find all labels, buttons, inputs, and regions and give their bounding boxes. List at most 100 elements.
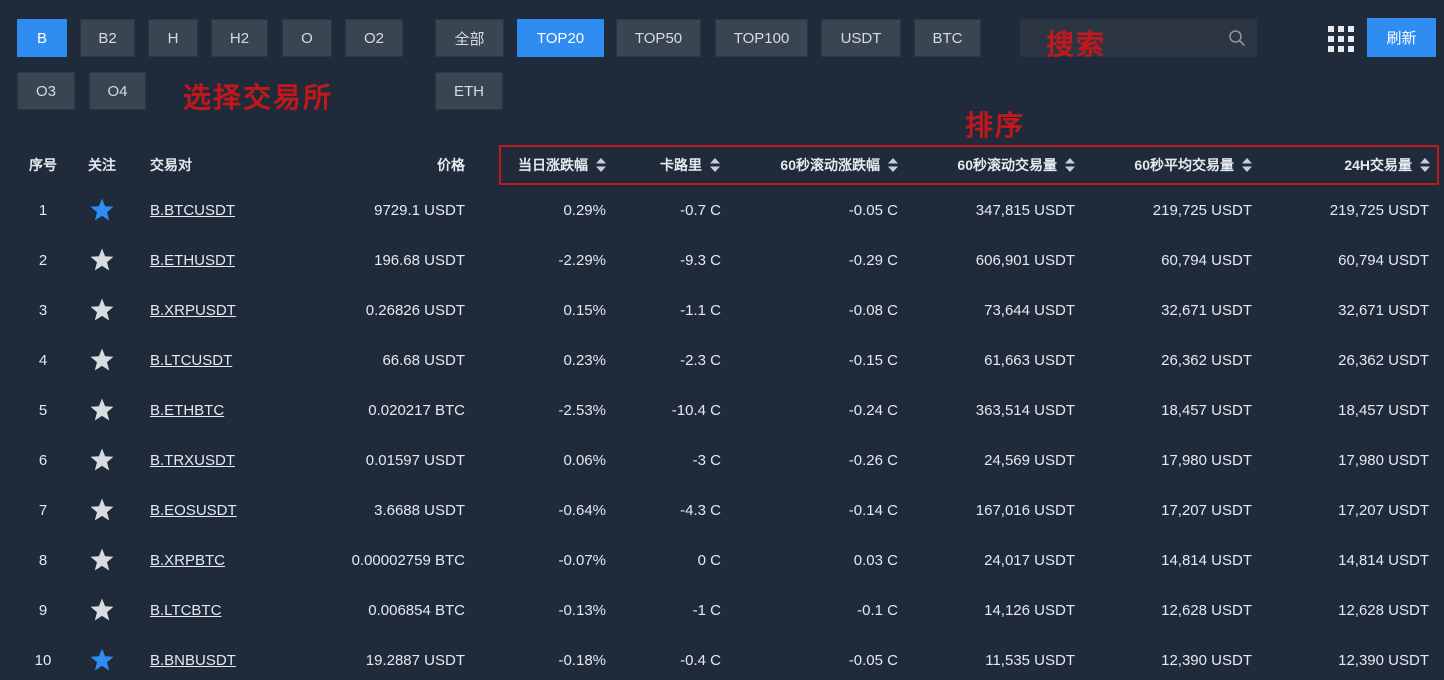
star-icon[interactable]: [89, 597, 115, 623]
cell-roll-volume-60s: 24,017 USDT: [984, 551, 1075, 569]
header-avg-volume-60s-label: 60秒平均交易量: [1134, 157, 1234, 173]
grid-menu-icon[interactable]: [1328, 26, 1354, 52]
star-icon[interactable]: [89, 447, 115, 473]
search-input[interactable]: [1021, 20, 1241, 56]
star-icon[interactable]: [89, 347, 115, 373]
exchange-button-b2[interactable]: B2: [80, 19, 135, 57]
star-filled-icon[interactable]: [89, 197, 115, 223]
search-annotation: 搜索: [1046, 28, 1107, 61]
sort-icon[interactable]: [1420, 158, 1430, 172]
table-row: 6 -0.26 C 0.01597 USDT 0.06% -3 C 24,569 USDT…: [0, 435, 1444, 485]
header-daily-change[interactable]: 当日涨跌幅: [480, 155, 606, 175]
cell-avg-volume-60s: 60,794 USDT: [1161, 251, 1252, 269]
cell-daily-change: -0.18%: [558, 651, 606, 669]
sort-icon[interactable]: [710, 158, 720, 172]
cell-follow: [76, 385, 128, 435]
filter-button-btc[interactable]: BTC: [914, 19, 981, 57]
pair-link[interactable]: B.EOSUSDT: [150, 501, 237, 519]
header-calorie[interactable]: 卡路里: [620, 155, 720, 175]
cell-price: 196.68 USDT: [374, 251, 465, 269]
cell-avg-volume-60s: 17,207 USDT: [1161, 501, 1252, 519]
cell-pair: B.XRPUSDT: [150, 285, 290, 335]
cell-volume-24h: 60,794 USDT: [1338, 251, 1429, 269]
cell-volume-24h: 17,980 USDT: [1338, 451, 1429, 469]
exchange-button-o4[interactable]: O4: [89, 72, 146, 110]
cell-avg-volume-60s: 12,390 USDT: [1161, 651, 1252, 669]
refresh-button[interactable]: 刷新: [1367, 18, 1436, 57]
pair-link[interactable]: B.XRPUSDT: [150, 301, 236, 319]
cell-roll-change-60s: -0.14 C: [848, 501, 898, 519]
sort-annotation: 排序: [965, 109, 1026, 142]
cell-avg-volume-60s: 12,628 USDT: [1161, 601, 1252, 619]
cell-avg-volume-60s: 18,457 USDT: [1161, 401, 1252, 419]
pair-link[interactable]: B.LTCBTC: [150, 601, 222, 619]
search-icon[interactable]: [1228, 29, 1246, 47]
header-roll-volume-60s[interactable]: 60秒滚动交易量: [905, 155, 1075, 175]
star-icon[interactable]: [89, 497, 115, 523]
filter-button-top100[interactable]: TOP100: [715, 19, 808, 57]
header-roll-change-60s-label: 60秒滚动涨跌幅: [780, 157, 880, 173]
exchange-button-b[interactable]: B: [17, 19, 67, 57]
filter-button-usdt[interactable]: USDT: [821, 19, 901, 57]
star-icon[interactable]: [89, 547, 115, 573]
table-row: 10 -0.05 C 19.2887 USDT -0.18% -0.4 C 11,535 …: [0, 635, 1444, 680]
header-index: 序号: [29, 157, 57, 173]
pair-link[interactable]: B.BNBUSDT: [150, 651, 236, 669]
pair-link[interactable]: B.BTCUSDT: [150, 201, 236, 219]
sort-icon[interactable]: [1065, 158, 1075, 172]
sort-icon[interactable]: [888, 158, 898, 172]
cell-pair: B.LTCUSDT: [150, 335, 290, 385]
cell-avg-volume-60s: 17,980 USDT: [1161, 451, 1252, 469]
cell-volume-24h: 32,671 USDT: [1338, 301, 1429, 319]
filter-button-top20[interactable]: TOP20: [517, 19, 604, 57]
cell-daily-change: 0.15%: [563, 301, 606, 319]
cell-pair: B.BTCUSDT: [150, 185, 290, 235]
filter-button-all[interactable]: 全部: [435, 19, 504, 57]
cell-calorie: -0.7 C: [680, 201, 721, 219]
cell-pair: B.LTCBTC: [150, 585, 290, 635]
header-volume-24h[interactable]: 24H交易量: [1260, 155, 1430, 175]
table-row: 9 -0.1 C 0.006854 BTC -0.13% -1 C 14,126 USDT…: [0, 585, 1444, 635]
sort-icon[interactable]: [596, 158, 606, 172]
exchange-button-h2[interactable]: H2: [211, 19, 268, 57]
pair-link[interactable]: B.TRXUSDT: [150, 451, 236, 469]
exchange-button-o3[interactable]: O3: [17, 72, 75, 110]
exchange-button-o[interactable]: O: [282, 19, 332, 57]
pair-link[interactable]: B.ETHUSDT: [150, 251, 236, 269]
pair-link[interactable]: B.LTCUSDT: [150, 351, 233, 369]
header-daily-change-label: 当日涨跌幅: [518, 157, 588, 173]
header-roll-change-60s[interactable]: 60秒滚动涨跌幅: [730, 155, 898, 175]
select-exchange-annotation: 选择交易所: [183, 81, 334, 114]
header-pair: 交易对: [150, 157, 192, 173]
cell-pair: B.ETHBTC: [150, 385, 290, 435]
cell-volume-24h: 14,814 USDT: [1338, 551, 1429, 569]
cell-follow: [76, 435, 128, 485]
star-icon[interactable]: [89, 297, 115, 323]
pair-link[interactable]: B.XRPBTC: [150, 551, 226, 569]
cell-pair: B.XRPBTC: [150, 535, 290, 585]
cell-volume-24h: 18,457 USDT: [1338, 401, 1429, 419]
cell-index: 2: [38, 251, 48, 269]
cell-follow: [76, 635, 128, 680]
header-roll-volume-60s-label: 60秒滚动交易量: [957, 157, 1057, 173]
exchange-button-h[interactable]: H: [148, 19, 198, 57]
star-icon[interactable]: [89, 247, 115, 273]
cell-avg-volume-60s: 32,671 USDT: [1161, 301, 1252, 319]
search-box[interactable]: [1020, 19, 1257, 57]
filter-button-eth[interactable]: ETH: [435, 72, 503, 110]
cell-volume-24h: 26,362 USDT: [1338, 351, 1429, 369]
cell-avg-volume-60s: 219,725 USDT: [1152, 201, 1252, 219]
cell-index: 3: [38, 301, 48, 319]
header-avg-volume-60s[interactable]: 60秒平均交易量: [1082, 155, 1252, 175]
pair-link[interactable]: B.ETHBTC: [150, 401, 225, 419]
cell-calorie: 0 C: [697, 551, 721, 569]
cell-roll-change-60s: -0.1 C: [857, 601, 898, 619]
cell-price: 9729.1 USDT: [374, 201, 465, 219]
cell-price: 0.00002759 BTC: [351, 551, 465, 569]
exchange-button-o2[interactable]: O2: [345, 19, 403, 57]
cell-calorie: -3 C: [692, 451, 721, 469]
star-filled-icon[interactable]: [89, 647, 115, 673]
filter-button-top50[interactable]: TOP50: [616, 19, 701, 57]
star-icon[interactable]: [89, 397, 115, 423]
sort-icon[interactable]: [1242, 158, 1252, 172]
